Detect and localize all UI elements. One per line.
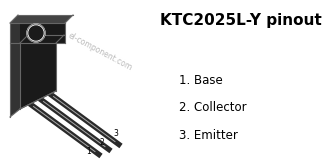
Text: el-component.com: el-component.com [66, 31, 134, 72]
Text: 2. Collector: 2. Collector [179, 101, 246, 114]
Polygon shape [10, 43, 20, 117]
Polygon shape [20, 43, 56, 109]
Circle shape [29, 26, 43, 40]
Text: 3: 3 [113, 129, 118, 138]
Polygon shape [24, 99, 103, 158]
Polygon shape [10, 23, 65, 43]
Polygon shape [44, 89, 123, 148]
Text: KTC2025L-Y pinout: KTC2025L-Y pinout [160, 13, 321, 28]
Polygon shape [34, 94, 113, 153]
Text: 3. Emitter: 3. Emitter [179, 129, 237, 142]
Polygon shape [10, 15, 73, 23]
Text: 1. Base: 1. Base [179, 74, 222, 87]
Text: 1: 1 [86, 147, 91, 156]
Text: 2: 2 [99, 138, 104, 147]
Polygon shape [10, 23, 20, 43]
Polygon shape [20, 35, 64, 43]
Circle shape [27, 24, 45, 42]
